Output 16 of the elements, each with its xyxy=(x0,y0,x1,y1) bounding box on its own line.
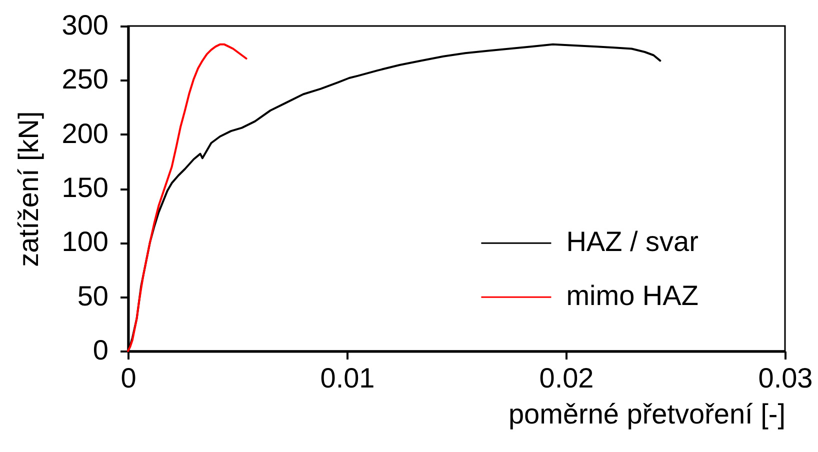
x-axis-title: poměrné přetvoření [-] xyxy=(508,398,786,430)
line-series xyxy=(127,43,248,352)
x-tick-label: 0.01 xyxy=(320,362,375,394)
legend-label: mimo HAZ xyxy=(566,280,698,312)
legend-label: HAZ / svar xyxy=(566,226,698,258)
y-tick-label: 0 xyxy=(92,334,108,366)
x-tick-label: 0 xyxy=(120,362,136,394)
y-tick-label: 200 xyxy=(62,118,108,149)
x-tick-label: 0.03 xyxy=(758,362,813,394)
y-tick-label: 150 xyxy=(62,172,108,203)
x-tick-label: 0.02 xyxy=(539,362,594,394)
y-tick-label: 250 xyxy=(62,64,108,95)
y-tick-label: 50 xyxy=(77,280,108,312)
y-axis-title: zatížení [kN] xyxy=(12,111,44,267)
y-tick-label: 300 xyxy=(62,10,108,40)
y-tick-label: 100 xyxy=(62,226,108,258)
